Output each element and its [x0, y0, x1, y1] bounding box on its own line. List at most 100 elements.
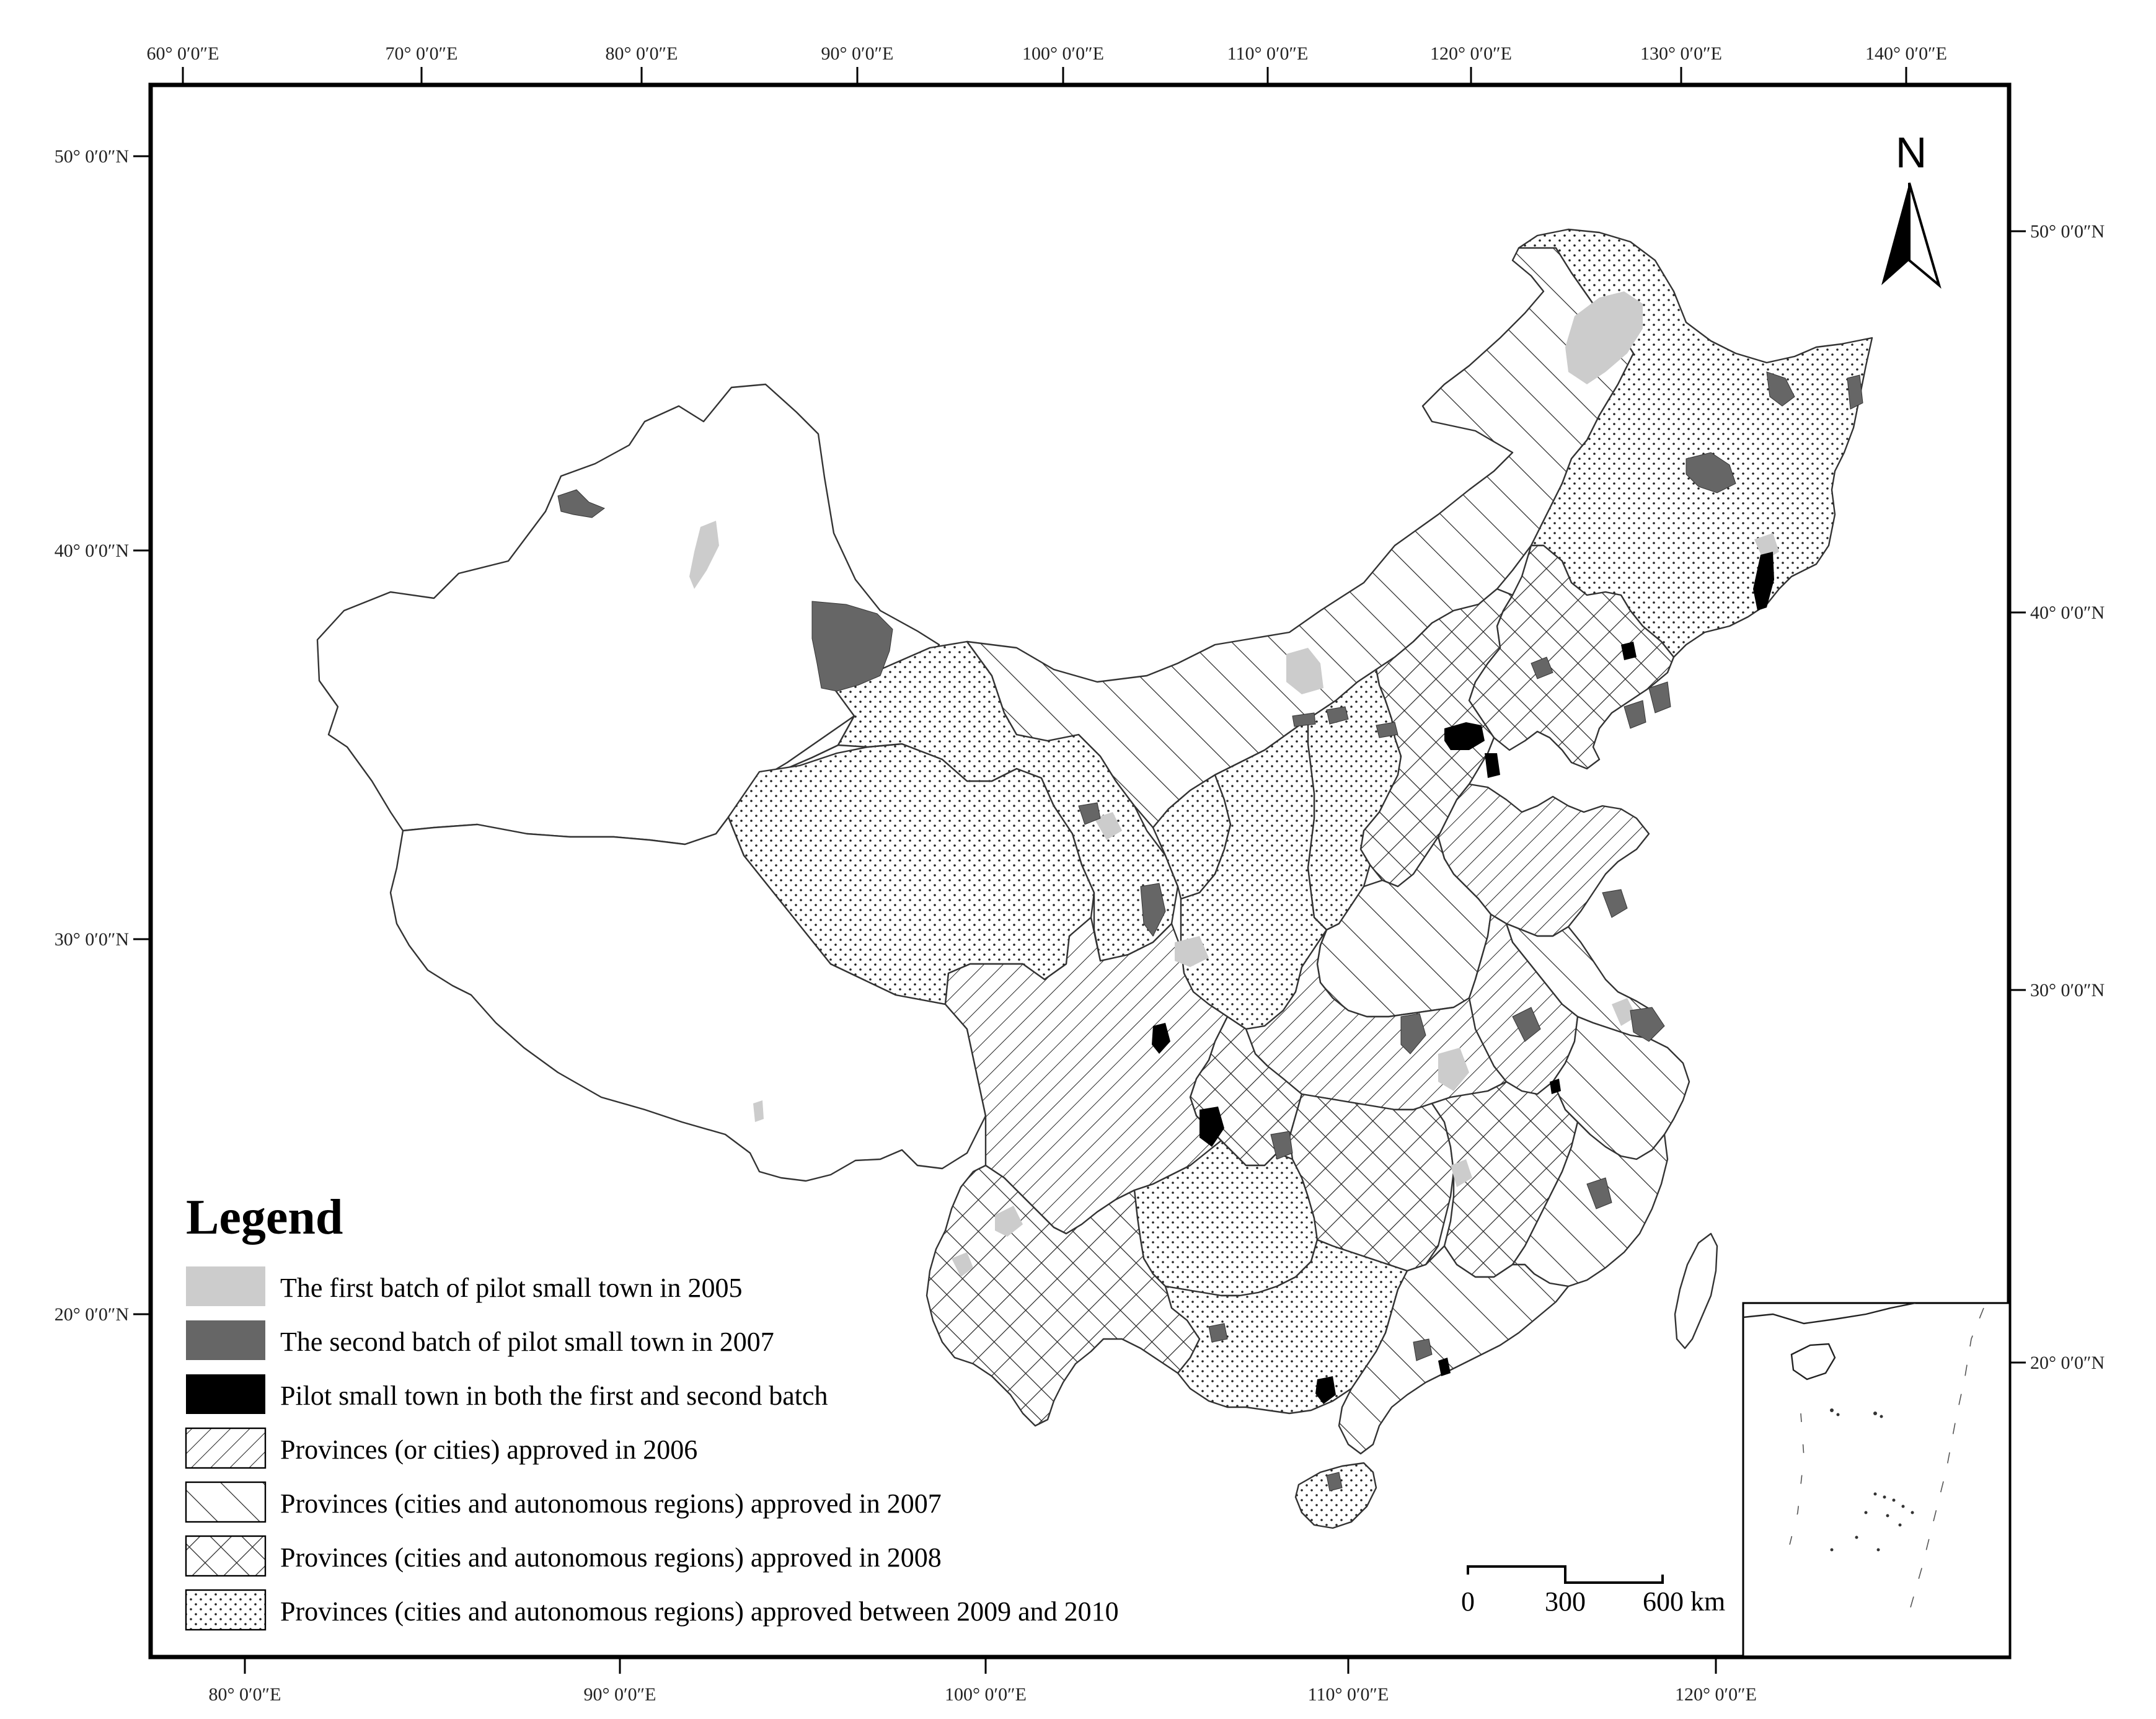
- scale-label-300: 300: [1545, 1586, 1586, 1617]
- inset-islands: [1830, 1408, 1914, 1552]
- legend-label-first-batch: The first batch of pilot small town in 2…: [280, 1273, 742, 1303]
- pilot-town-patch: [1621, 642, 1637, 660]
- north-arrow: N: [1881, 128, 1942, 289]
- pilot-town-patch: [1326, 1472, 1343, 1491]
- left-lat-label: 50° 0′0″N: [55, 146, 129, 167]
- pilot-town-patch: [1602, 889, 1628, 918]
- bottom-lon-label: 110° 0′0″E: [1308, 1684, 1389, 1705]
- pilot-town-patch: [689, 521, 719, 589]
- top-longitude-labels: 60° 0′0″E 70° 0′0″E 80° 0′0″E 90° 0′0″E …: [147, 43, 1947, 64]
- right-latitude-ticks: [2009, 230, 2026, 1364]
- legend-swatch-2009-2010: [185, 1589, 267, 1631]
- legend-label-2007: Provinces (cities and autonomous regions…: [280, 1488, 942, 1519]
- pilot-town-patch: [1438, 1358, 1451, 1376]
- left-lat-label: 30° 0′0″N: [55, 929, 129, 950]
- pilot-town-patch: [1648, 681, 1671, 714]
- pilot-town-patch: [1175, 936, 1209, 967]
- top-lon-label: 90° 0′0″E: [821, 43, 894, 64]
- pilot-town-patch: [1531, 656, 1553, 679]
- legend-label-second-batch: The second batch of pilot small town in …: [280, 1327, 774, 1357]
- legend-swatch-2006: [185, 1427, 267, 1469]
- north-arrow-label: N: [1896, 128, 1927, 177]
- legend-swatch-second-batch: [186, 1320, 265, 1360]
- inset-island-arc: [1909, 1307, 1984, 1612]
- pilot-town-patch: [753, 1100, 764, 1122]
- bottom-lon-label: 90° 0′0″E: [584, 1684, 656, 1705]
- left-latitude-labels: 50° 0′0″N 40° 0′0″N 30° 0′0″N 20° 0′0″N: [55, 146, 129, 1325]
- legend: Legend The first batch of pilot small to…: [185, 1190, 1119, 1631]
- pilot-town-patch: [1485, 753, 1500, 778]
- legend-label-both-batches: Pilot small town in both the first and s…: [280, 1381, 828, 1411]
- bottom-lon-label: 120° 0′0″E: [1675, 1684, 1757, 1705]
- inset-island-arc-west: [1785, 1413, 1805, 1563]
- left-lat-label: 40° 0′0″N: [55, 541, 129, 561]
- pilot-town-patch: [1565, 291, 1643, 384]
- legend-swatch-first-batch: [186, 1266, 265, 1306]
- pilot-town-patch: [1270, 1131, 1293, 1160]
- right-lat-label: 40° 0′0″N: [2030, 603, 2105, 623]
- pilot-town-patch: [1413, 1338, 1433, 1361]
- pilot-town-patch: [1376, 722, 1398, 738]
- map-frame: [148, 82, 2012, 1659]
- pilot-town-patch: [557, 489, 606, 518]
- top-lon-label: 70° 0′0″E: [386, 43, 458, 64]
- legend-label-2006: Provinces (or cities) approved in 2006: [280, 1434, 697, 1465]
- inset-hainan: [1790, 1343, 1836, 1381]
- pilot-town-patch: [1612, 998, 1637, 1026]
- top-lon-label: 80° 0′0″E: [606, 43, 678, 64]
- bottom-lon-label: 100° 0′0″E: [945, 1684, 1027, 1705]
- pilot-town-patch: [1140, 883, 1166, 937]
- pilot-town-patch: [1286, 648, 1323, 694]
- pilot-town-patch: [1208, 1323, 1228, 1343]
- right-lat-label: 20° 0′0″N: [2030, 1353, 2105, 1373]
- pilot-town-patch: [995, 1206, 1023, 1237]
- pilot-town-patch: [1766, 371, 1795, 407]
- legend-swatch-2008: [185, 1535, 267, 1577]
- inset-map: [1742, 1302, 2011, 1658]
- pilot-towns-first-batch: [689, 291, 1779, 1277]
- region-fujian: [1511, 1121, 1669, 1288]
- right-lat-label: 30° 0′0″N: [2030, 980, 2105, 1001]
- scale-label-600: 600 km: [1643, 1586, 1725, 1617]
- bottom-longitude-labels: 80° 0′0″E 90° 0′0″E 100° 0′0″E 110° 0′0″…: [209, 1684, 1757, 1705]
- bottom-longitude-ticks: [244, 1657, 1717, 1674]
- left-lat-label: 20° 0′0″N: [55, 1304, 129, 1325]
- left-latitude-ticks: [133, 155, 151, 1315]
- pilot-town-patch: [1292, 712, 1316, 727]
- pilot-town-patch: [1078, 802, 1101, 825]
- top-lon-label: 140° 0′0″E: [1865, 43, 1947, 64]
- pilot-town-patch: [1152, 1023, 1170, 1054]
- pilot-town-patch: [1199, 1107, 1224, 1147]
- pilot-town-patch: [1326, 706, 1349, 725]
- scale-label-0: 0: [1461, 1586, 1475, 1617]
- pilot-town-patch: [1685, 452, 1736, 493]
- region-hunan: [1288, 1093, 1455, 1272]
- region-taiwan: [1674, 1232, 1718, 1350]
- region-guangxi: [1164, 1239, 1408, 1415]
- legend-label-2008: Provinces (cities and autonomous regions…: [280, 1542, 942, 1573]
- pilot-town-patch: [1315, 1376, 1336, 1404]
- top-lon-label: 110° 0′0″E: [1227, 43, 1309, 64]
- pilot-town-patch: [1753, 552, 1774, 611]
- pilot-town-patch: [1400, 1013, 1426, 1054]
- pilot-town-patch: [811, 601, 893, 692]
- pilot-town-patch: [1438, 1048, 1469, 1091]
- legend-label-2009-2010: Provinces (cities and autonomous regions…: [280, 1596, 1119, 1627]
- pilot-town-patch: [1444, 722, 1485, 750]
- region-tibet: [389, 715, 987, 1182]
- pilot-towns-both-batches: [1152, 552, 1774, 1404]
- pilot-town-patch: [1094, 812, 1122, 840]
- top-lon-label: 100° 0′0″E: [1022, 43, 1104, 64]
- pilot-town-patch: [1847, 374, 1863, 410]
- legend-swatch-2007: [185, 1481, 267, 1523]
- inset-frame: [1742, 1302, 2011, 1658]
- north-arrow-left-half: [1881, 183, 1909, 285]
- pilot-town-patch: [1630, 1007, 1665, 1042]
- region-hainan: [1294, 1462, 1377, 1529]
- bottom-lon-label: 80° 0′0″E: [209, 1684, 281, 1705]
- right-lat-label: 50° 0′0″N: [2030, 221, 2105, 242]
- scale-bar: 0 300 600 km: [1461, 1565, 1725, 1617]
- top-lon-label: 60° 0′0″E: [147, 43, 219, 64]
- china-map: [316, 228, 1873, 1529]
